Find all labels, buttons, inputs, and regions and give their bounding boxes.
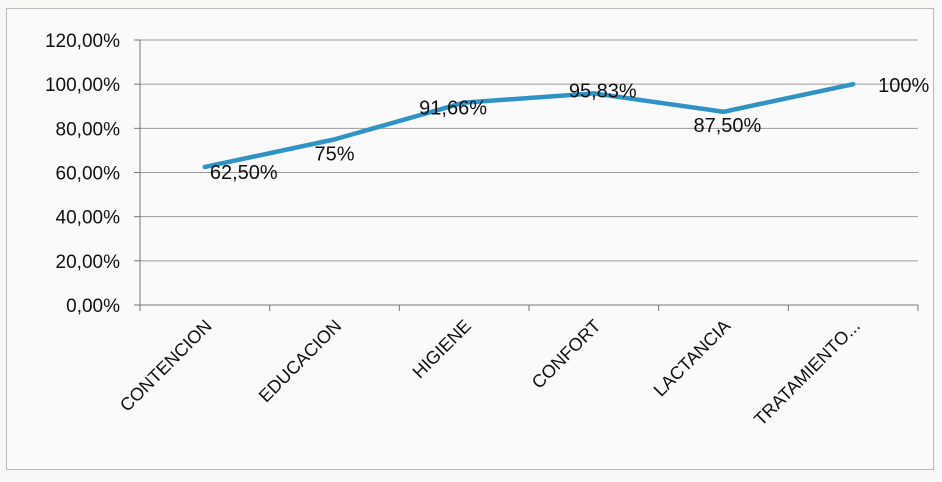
series-line [202, 81, 856, 170]
chart-area [6, 8, 934, 470]
y-tick-label: 40,00% [56, 208, 121, 229]
x-axis-ticks: CONTENCION EDUCACION HIGIENE CONFORT LACTANC… [116, 316, 864, 430]
data-label: 100% [878, 75, 929, 97]
data-labels: 62,50% 75% 91,66% 95,83% 87,50% 100% [210, 75, 930, 184]
data-label: 95,83% [569, 80, 637, 102]
x-tick-label: LACTANCIA [650, 316, 735, 401]
x-tick-label: CONTENCION [116, 316, 216, 416]
x-tick-label: HIGIENE [409, 316, 475, 382]
data-label: 75% [315, 143, 355, 165]
y-tick-label: 80,00% [56, 119, 121, 140]
y-tick-label: 60,00% [56, 164, 121, 185]
data-label: 91,66% [419, 98, 487, 120]
data-label: 87,50% [694, 115, 762, 137]
axes [134, 39, 919, 311]
y-tick-label: 100,00% [45, 75, 120, 96]
y-tick-label: 20,00% [56, 252, 121, 273]
y-tick-label: 120,00% [45, 31, 120, 52]
data-label: 62,50% [210, 162, 278, 184]
series-line-path [202, 81, 856, 170]
x-tick-label: TRATAMIENTO... [750, 316, 864, 430]
y-axis-ticks: 0,00% 20,00% 40,00% 60,00% 80,00% 100,00% 120,… [45, 31, 120, 317]
x-tick-label: CONFORT [528, 316, 605, 393]
gridlines [140, 39, 918, 262]
y-tick-label: 0,00% [66, 296, 120, 317]
x-tick-label: EDUCACION [255, 316, 346, 407]
